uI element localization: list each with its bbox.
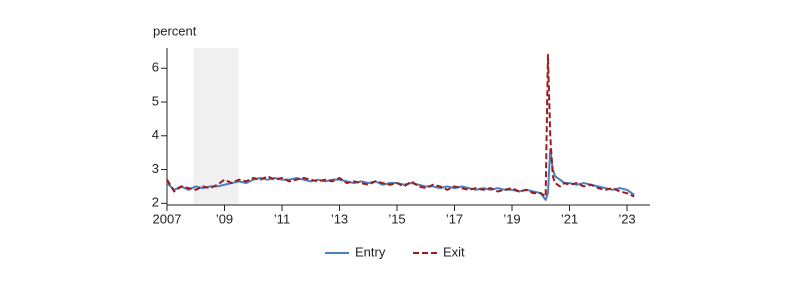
recession-shading xyxy=(193,48,239,205)
x-tick-label: ’15 xyxy=(388,211,405,226)
x-tick-label: ’11 xyxy=(274,211,290,226)
y-tick-label: 2 xyxy=(152,195,159,210)
x-tick-label: 2007 xyxy=(153,211,182,226)
legend-label: Entry xyxy=(355,244,386,259)
y-tick-label: 6 xyxy=(152,60,159,75)
x-tick-label: ’09 xyxy=(216,211,233,226)
x-tick-label: ’21 xyxy=(561,211,578,226)
legend-label: Exit xyxy=(443,244,465,259)
series-line xyxy=(166,53,635,198)
x-tick-label: ’13 xyxy=(331,211,348,226)
y-tick-label: 5 xyxy=(152,93,159,108)
x-tick-label: ’23 xyxy=(618,211,635,226)
y-axis-label: percent xyxy=(153,23,197,38)
y-tick-label: 3 xyxy=(152,161,159,176)
x-tick-label: ’19 xyxy=(503,211,520,226)
x-tick-label: ’17 xyxy=(446,211,463,226)
y-tick-label: 4 xyxy=(152,127,159,142)
